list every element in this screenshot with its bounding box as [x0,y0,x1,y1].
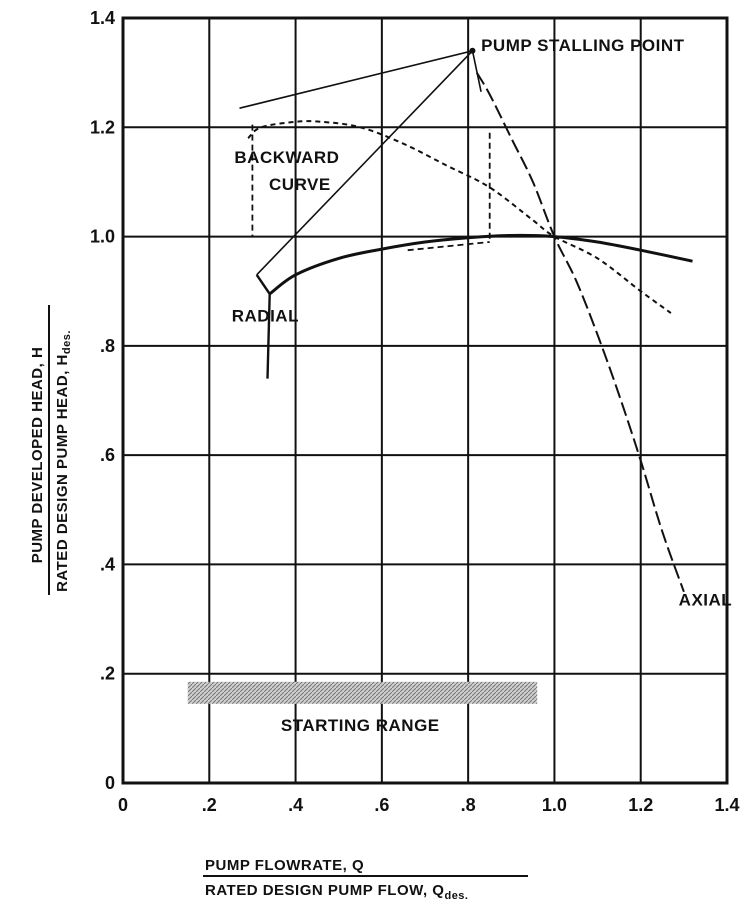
annotation-label: CURVE [269,175,331,194]
x-tick-label: 1.0 [542,795,567,815]
radial-start-line [255,274,271,379]
y-tick-label: .2 [100,664,115,684]
stalling-point-marker [469,47,476,54]
annotation-label: AXIAL [679,590,733,609]
annotation-label: BACKWARD [234,148,339,167]
stall-envelope-line [239,49,482,276]
dashed-branch-2 [407,241,490,252]
y-tick-label: 1.4 [90,8,115,28]
x-axis-label-denominator: RATED DESIGN PUMP FLOW, Qdes. [205,882,468,902]
x-axis-label: PUMP FLOWRATE, Q RATED DESIGN PUMP FLOW,… [203,857,528,902]
starting-range-bar [187,681,538,704]
x-tick-label: .2 [202,795,217,815]
y-tick-label: .8 [100,336,115,356]
curves [239,47,693,593]
annotation-label: STARTING RANGE [281,716,440,735]
x-tick-label: .8 [461,795,476,815]
x-tick-label: .6 [374,795,389,815]
y-tick-label: .4 [100,554,115,574]
series-line-axial [475,72,685,593]
y-axis-label-numerator: PUMP DEVELOPED HEAD, H [29,347,46,564]
x-tick-label: 1.2 [628,795,653,815]
y-tick-label: 1.0 [90,227,115,247]
annotation-label: RADIAL [232,306,299,325]
grid-lines [121,16,729,785]
plot-frame [121,16,729,785]
x-tick-label: .4 [288,795,303,815]
y-tick-label: .6 [100,445,115,465]
series-line-radial [268,233,693,296]
x-axis-label-numerator: PUMP FLOWRATE, Q [205,857,364,874]
y-axis-label: PUMP DEVELOPED HEAD, H RATED DESIGN PUMP… [29,305,73,595]
y-tick-label: 0 [105,773,115,793]
tick-labels: 0 .2 .4 .6 .8 1.0 1.2 1.4 0 .2 .4 .6 .8 1.0 1.2 1.4 [90,8,740,815]
starting-range-band [187,681,538,704]
series-line-backward-curve [247,120,672,314]
annotations: PUMP STALLING POINT BACKWARD CURVE RADIAL AX… [232,36,732,735]
y-tick-label: 1.2 [90,117,115,137]
x-tick-label: 0 [118,795,128,815]
annotation-label: PUMP STALLING POINT [481,36,685,55]
x-tick-label: 1.4 [714,795,739,815]
y-axis-label-denominator: RATED DESIGN PUMP HEAD, Hdes. [54,330,73,592]
